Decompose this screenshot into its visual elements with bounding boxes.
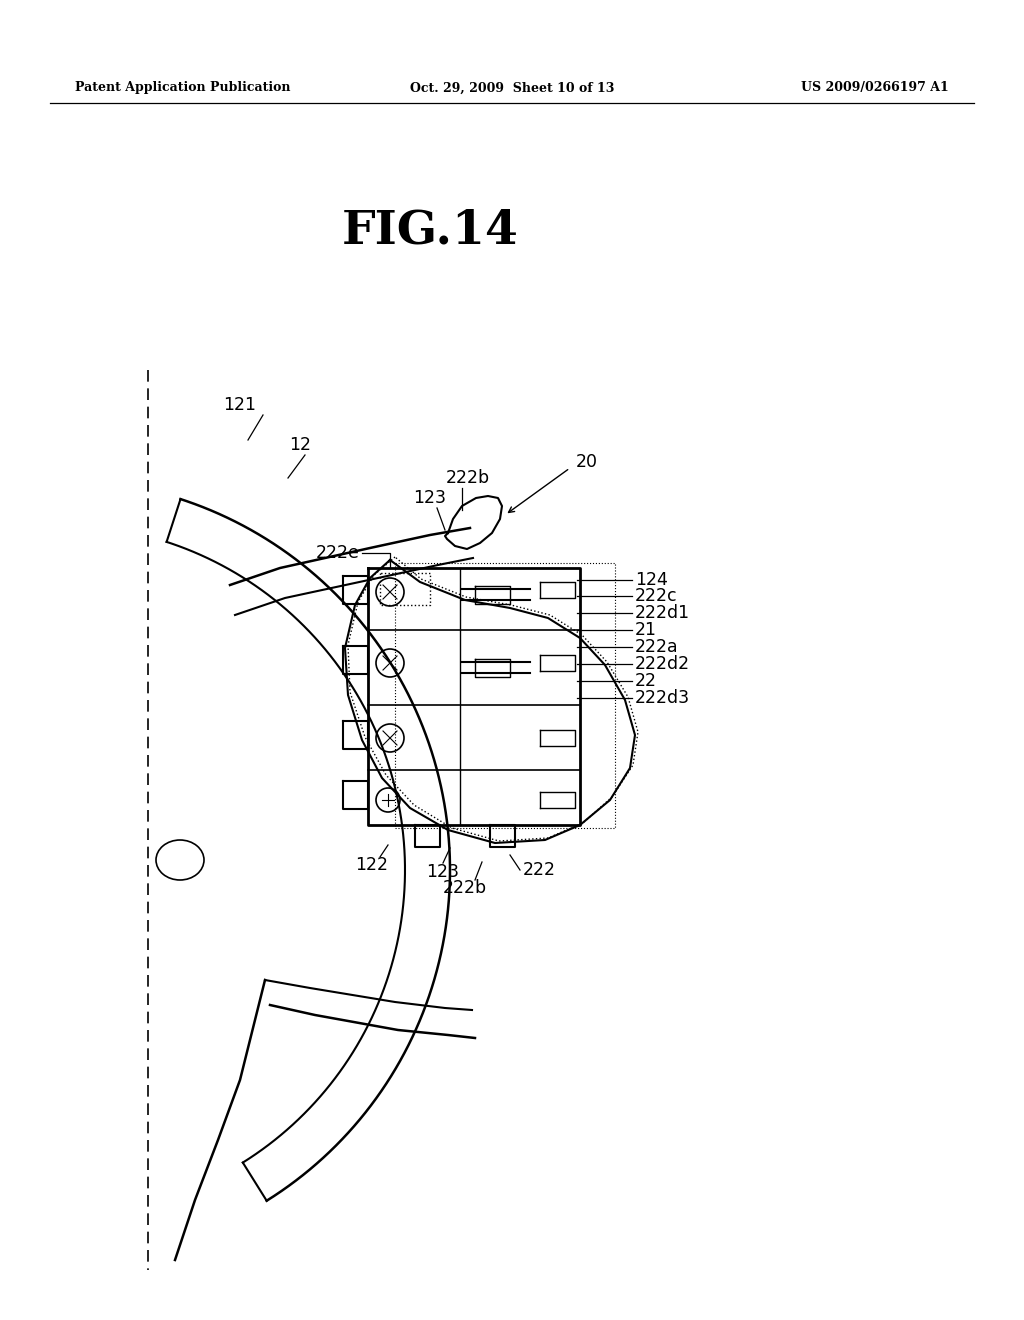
Text: 222c: 222c (635, 587, 678, 605)
Text: US 2009/0266197 A1: US 2009/0266197 A1 (801, 82, 949, 95)
Text: 12: 12 (289, 436, 311, 454)
Text: 123: 123 (427, 863, 460, 880)
Text: 122: 122 (355, 855, 388, 874)
Text: 124: 124 (635, 572, 668, 589)
Text: Patent Application Publication: Patent Application Publication (75, 82, 291, 95)
Text: 222b: 222b (445, 469, 490, 487)
Text: 20: 20 (575, 453, 598, 471)
Text: 222d1: 222d1 (635, 605, 690, 622)
Text: 21: 21 (635, 620, 657, 639)
Text: 222b: 222b (443, 879, 487, 898)
Text: 222d3: 222d3 (635, 689, 690, 708)
Text: FIG.14: FIG.14 (342, 207, 518, 253)
Text: 22: 22 (635, 672, 657, 690)
Text: 121: 121 (223, 396, 256, 414)
Text: 222e: 222e (316, 544, 360, 562)
Text: 222: 222 (523, 861, 556, 879)
Text: 222a: 222a (635, 638, 679, 656)
Text: Oct. 29, 2009  Sheet 10 of 13: Oct. 29, 2009 Sheet 10 of 13 (410, 82, 614, 95)
Text: 123: 123 (414, 488, 446, 507)
Text: 222d2: 222d2 (635, 655, 690, 673)
